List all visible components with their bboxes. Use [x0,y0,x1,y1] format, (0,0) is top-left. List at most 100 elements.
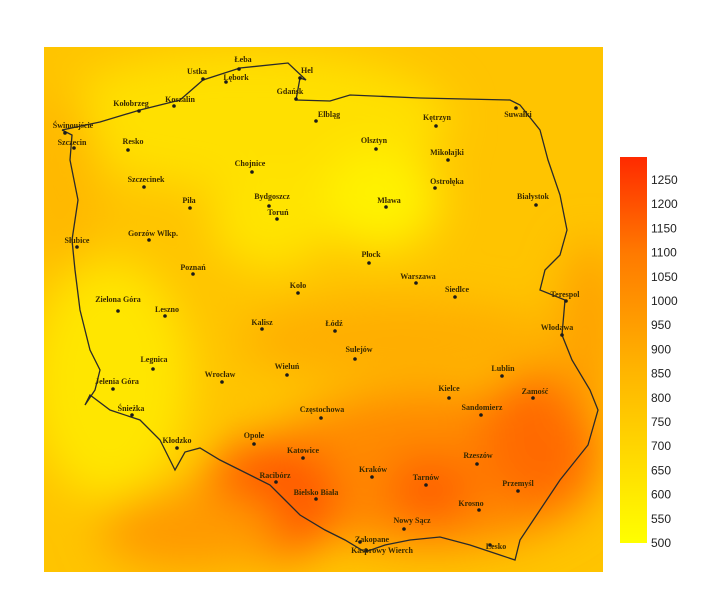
city-marker: Szczecin [58,138,87,150]
heatmap-field: Hel Łeba Ustka Lębork Gdańsk Kołobrzeg Koszali… [44,47,603,572]
city-label: Hel [301,66,314,75]
city-dot [475,462,479,466]
city-marker: Chojnice [235,159,266,174]
city-label: Kielce [438,384,460,393]
country-border [61,62,599,561]
city-label: Bielsko Biała [294,488,339,497]
city-marker: Kołobrzeg [113,99,149,113]
city-marker: Poznań [180,263,206,276]
city-label: Lublin [491,364,515,373]
city-dot [500,374,504,378]
city-dot [285,373,289,377]
legend-tick-label: 800 [651,391,671,405]
city-marker: Zielona Góra [95,295,141,313]
city-dot [116,309,120,313]
city-marker: Świnoujście [53,120,94,135]
city-label: Olsztyn [361,136,388,145]
city-dot [314,497,318,501]
legend-tick-label: 550 [651,512,671,526]
city-marker: Mława [377,196,401,209]
city-dot [314,119,318,123]
city-dot [275,217,279,221]
city-dot [531,396,535,400]
city-label: Gdańsk [277,87,304,96]
city-dot [252,442,256,446]
city-marker: Tarnów [413,473,439,487]
city-marker: Legnica [140,355,168,371]
city-label: Bydgoszcz [254,192,290,201]
city-marker: Olsztyn [361,136,388,151]
city-marker: Lesko [486,542,506,551]
city-marker: Gdańsk [277,87,304,101]
city-dot [453,295,457,299]
city-marker: Białystok [517,192,550,207]
city-label: Legnica [140,355,167,364]
city-label: Nowy Sącz [393,516,431,525]
legend-tick-label: 950 [651,318,671,332]
city-marker: Zakopane [355,535,390,544]
city-dot [358,540,362,544]
city-label: Rzeszów [463,451,493,460]
city-label: Leszno [155,305,179,314]
city-marker: Kielce [438,384,460,400]
city-marker: Łódź [325,319,343,333]
city-label: Częstochowa [300,405,344,414]
city-label: Łeba [234,55,251,64]
city-label: Wieluń [275,362,300,371]
city-marker: Lublin [491,364,515,378]
city-label: Resko [123,137,144,146]
city-marker: Leszno [155,305,179,318]
city-label: Poznań [180,263,206,272]
city-dot [477,508,481,512]
legend-tick-label: 850 [651,367,671,381]
city-marker: Przemyśl [502,479,535,493]
city-dot [172,104,176,108]
city-label: Toruń [267,208,289,217]
city-marker: Śnieżka [118,403,144,417]
city-dot [433,186,437,190]
city-marker: Sandomierz [462,403,503,417]
city-marker: Wieluń [275,362,300,377]
city-label: Przemyśl [502,479,534,488]
city-label: Zamość [522,387,549,396]
city-dot [374,147,378,151]
city-dot [250,170,254,174]
city-dot [163,314,167,318]
city-label: Lesko [486,542,506,551]
city-marker: Mikołajki [430,148,465,162]
city-label: Lębork [223,73,249,82]
city-marker: Koszalin [165,95,195,108]
city-label: Elbląg [318,110,340,119]
city-dot [175,446,179,450]
color-legend: 1250 1200 1150 1100 1050 1000 950 900 850 800 750 7… [620,157,678,550]
city-label: Kalisz [251,318,273,327]
legend-tick-label: 700 [651,439,671,453]
city-marker: Piła [182,196,196,210]
city-marker: Terespol [551,290,580,303]
city-marker: Zamość [522,387,549,400]
city-dot [151,367,155,371]
city-marker: Rzeszów [463,451,493,466]
legend-tick-label: 1250 [651,173,678,187]
city-dot [188,206,192,210]
city-dot [488,543,492,547]
city-label: Jelenia Góra [95,377,139,386]
city-label: Kasprowy Wierch [351,546,413,555]
city-marker: Lębork [223,73,249,84]
city-label: Chojnice [235,159,266,168]
city-label: Piła [182,196,195,205]
city-dot [514,106,518,110]
city-label: Świnoujście [53,120,94,130]
city-label: Białystok [517,192,550,201]
city-marker: Częstochowa [300,405,344,420]
city-marker: Krosno [458,499,484,512]
legend-tick-label: 600 [651,488,671,502]
city-dot [367,261,371,265]
city-marker: Suwałki [504,106,533,119]
city-marker: Nowy Sącz [393,516,431,531]
city-marker: Warszawa [400,272,436,285]
city-dot [220,380,224,384]
city-label: Sulejów [345,345,372,354]
city-marker: Sulejów [345,345,373,361]
